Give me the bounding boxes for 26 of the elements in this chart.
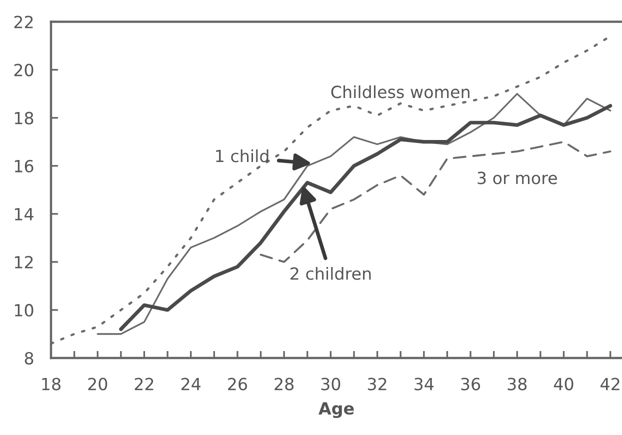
x-tick-label: 38 [508, 378, 527, 390]
x-axis-title: Age [318, 402, 354, 418]
x-tick-label: 30 [321, 378, 340, 390]
y-tick-label: 20 [14, 64, 34, 76]
x-tick-label: 42 [600, 378, 620, 390]
x-tick-label: 26 [228, 378, 248, 390]
y-tick-label: 16 [14, 160, 34, 172]
x-tick-label: 18 [42, 378, 60, 390]
x-tick-label: 32 [368, 378, 386, 390]
y-tick-label: 8 [24, 352, 34, 365]
y-tick-label: 14 [14, 208, 34, 220]
x-tick-label: 34 [414, 378, 434, 390]
annotation: Childless women [331, 85, 470, 98]
y-tick-label: 22 [14, 16, 33, 28]
y-tick-label: 18 [14, 112, 34, 124]
x-tick-label: 40 [554, 378, 574, 390]
annotation: 3 or more [478, 172, 557, 184]
x-tick-label: 24 [181, 378, 201, 390]
x-tick-label: 36 [461, 378, 480, 390]
y-tick-label: 10 [14, 304, 34, 317]
y-tick-label: 12 [14, 256, 33, 268]
x-tick-label: 28 [274, 378, 294, 390]
annotation: 1 child [216, 149, 268, 162]
annotation: 2 children [290, 267, 371, 280]
x-tick-label: 20 [88, 378, 108, 390]
x-tick-label: 22 [134, 378, 154, 390]
